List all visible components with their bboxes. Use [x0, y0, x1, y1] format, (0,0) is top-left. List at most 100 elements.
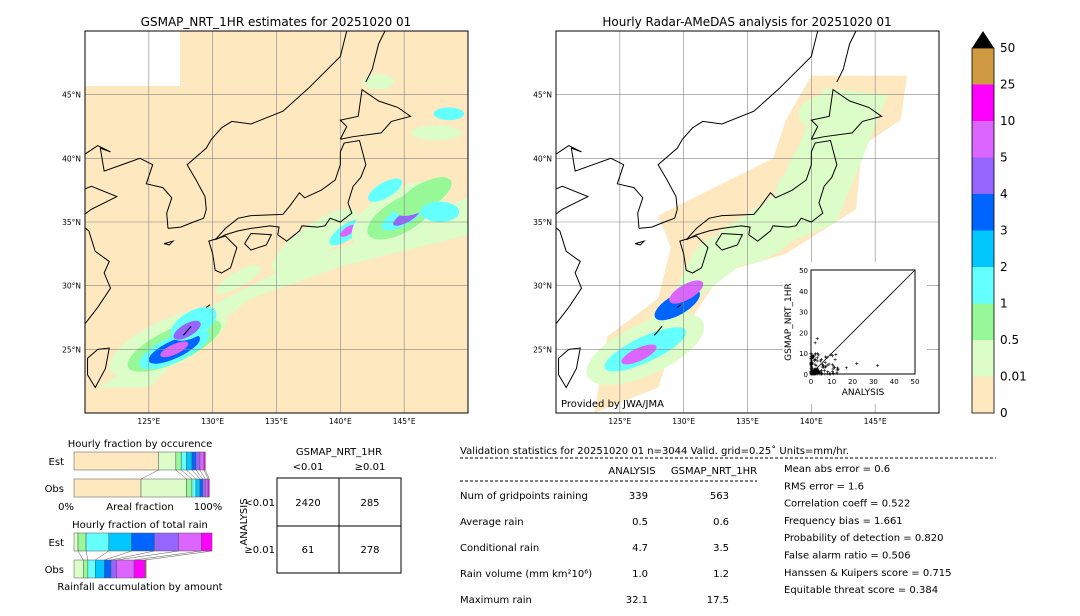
stat-analysis: 32.1 — [626, 595, 648, 606]
rain-cell — [410, 125, 462, 141]
col-header-lt: <0.01 — [293, 462, 324, 473]
colorbar-segment — [972, 48, 994, 85]
score-line: Mean abs error = 0.6 — [784, 464, 890, 475]
scatter-point — [833, 358, 837, 362]
col-gsmap: GSMAP_NRT_1HR — [671, 466, 757, 477]
coastline — [208, 235, 238, 274]
rain-cell — [732, 217, 801, 265]
lat-tick: 25°N — [62, 345, 81, 354]
stat-gsmap: 0.6 — [713, 517, 729, 528]
scatter-point — [829, 353, 833, 357]
connector-line — [203, 469, 209, 480]
colorbar-segment — [972, 194, 994, 231]
score-line: Correlation coeff = 0.522 — [784, 499, 910, 510]
lat-tick: 35°N — [533, 218, 552, 227]
credit-label: Provided by JWA/JMA — [561, 399, 664, 410]
colorbar-label: 4 — [1000, 187, 1008, 201]
y-tick: 20 — [799, 329, 808, 337]
fraction-segment — [110, 559, 117, 579]
fraction-segment — [191, 478, 197, 498]
fraction-segment — [87, 559, 96, 579]
lon-tick: 135°E — [736, 417, 759, 426]
colorbar: 0 0.01 0.5 1 2 3 4 5 10 25 50 — [971, 31, 1027, 420]
fraction-segment — [186, 478, 193, 498]
validation-stats: Validation statistics for 20251020 01 n=… — [460, 445, 996, 606]
stat-gsmap: 3.5 — [713, 543, 729, 554]
colorbar-label: 50 — [1000, 41, 1015, 55]
fraction-segment — [85, 532, 110, 552]
lon-tick: 140°E — [329, 417, 352, 426]
rain-cell — [420, 201, 460, 223]
scatter-point — [827, 362, 831, 366]
rain-cell — [669, 280, 704, 304]
row-label: ANALYSIS — [239, 498, 250, 545]
scatter-point — [814, 369, 818, 373]
connector-line — [191, 469, 201, 480]
scatter-point — [831, 367, 835, 371]
fraction-segment — [133, 559, 146, 579]
lat-tick: 45°N — [533, 91, 552, 100]
fraction-segment — [207, 478, 210, 498]
scatter-point — [822, 365, 826, 369]
row-header-lt: <0.01 — [244, 498, 275, 509]
connector-line — [175, 469, 187, 480]
contingency-table: GSMAP_NRT_1HR <0.01 ≥0.01 ANALYSIS <0.01… — [239, 447, 402, 574]
colorbar-label: 0 — [1000, 406, 1008, 420]
scatter-point — [819, 357, 823, 361]
fraction-segment — [191, 451, 197, 471]
col-analysis: ANALYSIS — [608, 466, 655, 477]
connector-line — [104, 550, 132, 561]
stat-label: Maximum rain — [460, 595, 532, 606]
coastline — [558, 347, 581, 389]
stat-label: Rain volume (mm km²10⁶) — [460, 569, 592, 580]
lon-tick: 145°E — [864, 417, 887, 426]
x-tick: 30 — [869, 378, 878, 386]
colorbar-label: 1 — [1000, 297, 1008, 311]
connector-line — [77, 550, 84, 561]
scatter-point — [810, 367, 814, 371]
colorbar-segment — [972, 340, 994, 377]
stat-gsmap: 17.5 — [707, 595, 729, 606]
coastline — [87, 347, 110, 389]
row-label-est: Est — [49, 538, 65, 549]
x-tick: 50 — [911, 378, 920, 386]
scatter-point — [823, 361, 827, 365]
rain-cell — [340, 224, 356, 237]
colorbar-segment — [972, 267, 994, 304]
coastline — [85, 185, 119, 378]
fraction-segment — [195, 478, 201, 498]
connector-line — [195, 469, 203, 480]
lat-tick: 35°N — [62, 218, 81, 227]
rain-cell — [410, 225, 449, 244]
connector-line — [140, 469, 159, 480]
scatter-point — [817, 370, 821, 374]
stat-gsmap: 563 — [710, 491, 729, 502]
fraction-segment — [205, 478, 209, 498]
col-header-ge: ≥0.01 — [355, 462, 386, 473]
lat-tick: 30°N — [62, 282, 81, 291]
scatter-point — [831, 372, 835, 376]
stat-label: Num of gridpoints raining — [460, 491, 588, 502]
cell-00: 2420 — [295, 498, 320, 509]
scatter-point — [809, 356, 813, 360]
rain-xlabel: Rainfall accumulation by amount — [57, 582, 222, 593]
row-label-est: Est — [49, 457, 65, 468]
coastline — [214, 139, 367, 242]
scatter-point — [830, 363, 834, 367]
coastline — [715, 232, 744, 251]
scatter-point — [822, 368, 826, 372]
scatter-point — [834, 353, 838, 357]
lon-tick: 125°E — [608, 417, 631, 426]
fraction-segment — [77, 532, 87, 552]
stat-analysis: 1.0 — [632, 569, 648, 580]
colorbar-label: 0.01 — [1000, 370, 1027, 384]
scatter-point — [809, 352, 813, 356]
occ-x-right: 100% — [194, 502, 223, 513]
connector-line — [134, 550, 202, 561]
scatter-point — [820, 372, 824, 376]
rain-cell — [271, 208, 358, 274]
scatter-point — [810, 359, 814, 363]
rain-cell — [367, 178, 403, 202]
scatter-point — [832, 364, 836, 368]
